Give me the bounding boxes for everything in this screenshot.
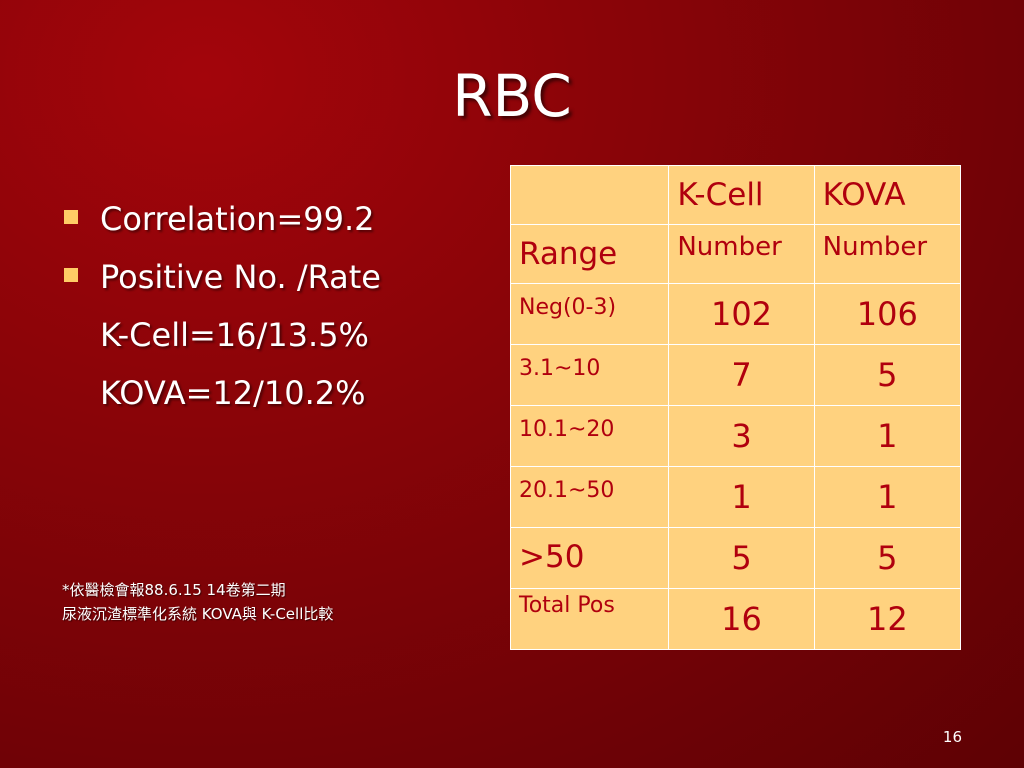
kcell-value: 1 [668, 466, 815, 528]
slide-number: 16 [942, 728, 962, 746]
kova-value: 5 [813, 527, 962, 589]
table-row: 3.1~10 7 5 [509, 344, 962, 406]
square-bullet-icon [64, 210, 78, 224]
bullet-list: Correlation=99.2 Positive No. /Rate K-Ce… [62, 190, 381, 422]
header-cell-kcell: K-Cell [668, 165, 815, 225]
row-label: 3.1~10 [509, 344, 670, 406]
footnote-line: *依醫檢會報88.6.15 14卷第二期 [62, 581, 286, 599]
kcell-value: 16 [668, 588, 815, 650]
row-label: >50 [509, 527, 670, 589]
table-row: >50 5 5 [509, 527, 962, 589]
kova-value: 12 [813, 588, 962, 650]
kova-value: 106 [813, 283, 962, 345]
kova-value: 1 [813, 405, 962, 467]
footnote: *依醫檢會報88.6.15 14卷第二期 尿液沉渣標準化系統 KOVA與 K-C… [62, 578, 333, 626]
row-label: Neg(0-3) [509, 283, 670, 345]
table-subheader-row: Range Number Number [509, 224, 962, 284]
bullet-text: K-Cell=16/13.5% [100, 316, 369, 354]
table-row: Neg(0-3) 102 106 [509, 283, 962, 345]
bullet-item: Correlation=99.2 [62, 190, 381, 248]
header-cell-blank [509, 165, 670, 225]
number-label: Number [813, 224, 962, 284]
kcell-value: 7 [668, 344, 815, 406]
bullet-text: KOVA=12/10.2% [100, 374, 366, 412]
table-row-total: Total Pos 16 12 [509, 588, 962, 650]
square-bullet-icon [64, 268, 78, 282]
bullet-text: Correlation=99.2 [100, 200, 375, 238]
row-label: 20.1~50 [509, 466, 670, 528]
kcell-value: 5 [668, 527, 815, 589]
header-cell-kova: KOVA [813, 165, 962, 225]
footnote-line: 尿液沉渣標準化系統 KOVA與 K-Cell比較 [62, 605, 334, 623]
row-label: Total Pos [509, 588, 670, 650]
bullet-item-continuation: K-Cell=16/13.5% [62, 306, 381, 364]
number-label: Number [668, 224, 815, 284]
bullet-text: Positive No. /Rate [100, 258, 381, 296]
bullet-item-continuation: KOVA=12/10.2% [62, 364, 381, 422]
table-header-row: K-Cell KOVA [509, 165, 962, 225]
kcell-value: 3 [668, 405, 815, 467]
row-label: 10.1~20 [509, 405, 670, 467]
kova-value: 5 [813, 344, 962, 406]
bullet-item: Positive No. /Rate [62, 248, 381, 306]
slide-title: RBC [452, 62, 572, 130]
table-row: 10.1~20 3 1 [509, 405, 962, 467]
rbc-table: K-Cell KOVA Range Number Number Neg(0-3)… [509, 165, 962, 650]
range-label: Range [509, 224, 670, 284]
table-row: 20.1~50 1 1 [509, 466, 962, 528]
kcell-value: 102 [668, 283, 815, 345]
kova-value: 1 [813, 466, 962, 528]
